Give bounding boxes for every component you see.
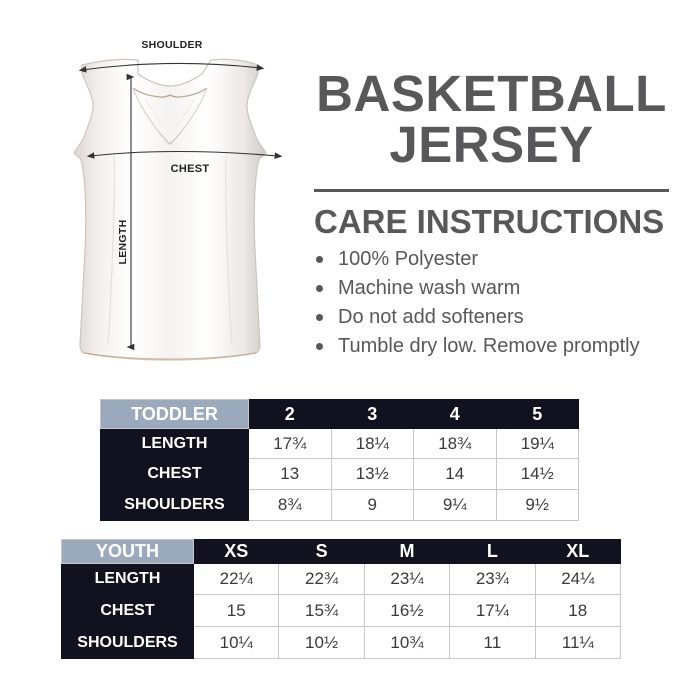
svg-text:SHOULDER: SHOULDER — [141, 39, 202, 51]
svg-text:CHEST: CHEST — [171, 163, 210, 175]
svg-text:LENGTH: LENGTH — [117, 220, 129, 265]
